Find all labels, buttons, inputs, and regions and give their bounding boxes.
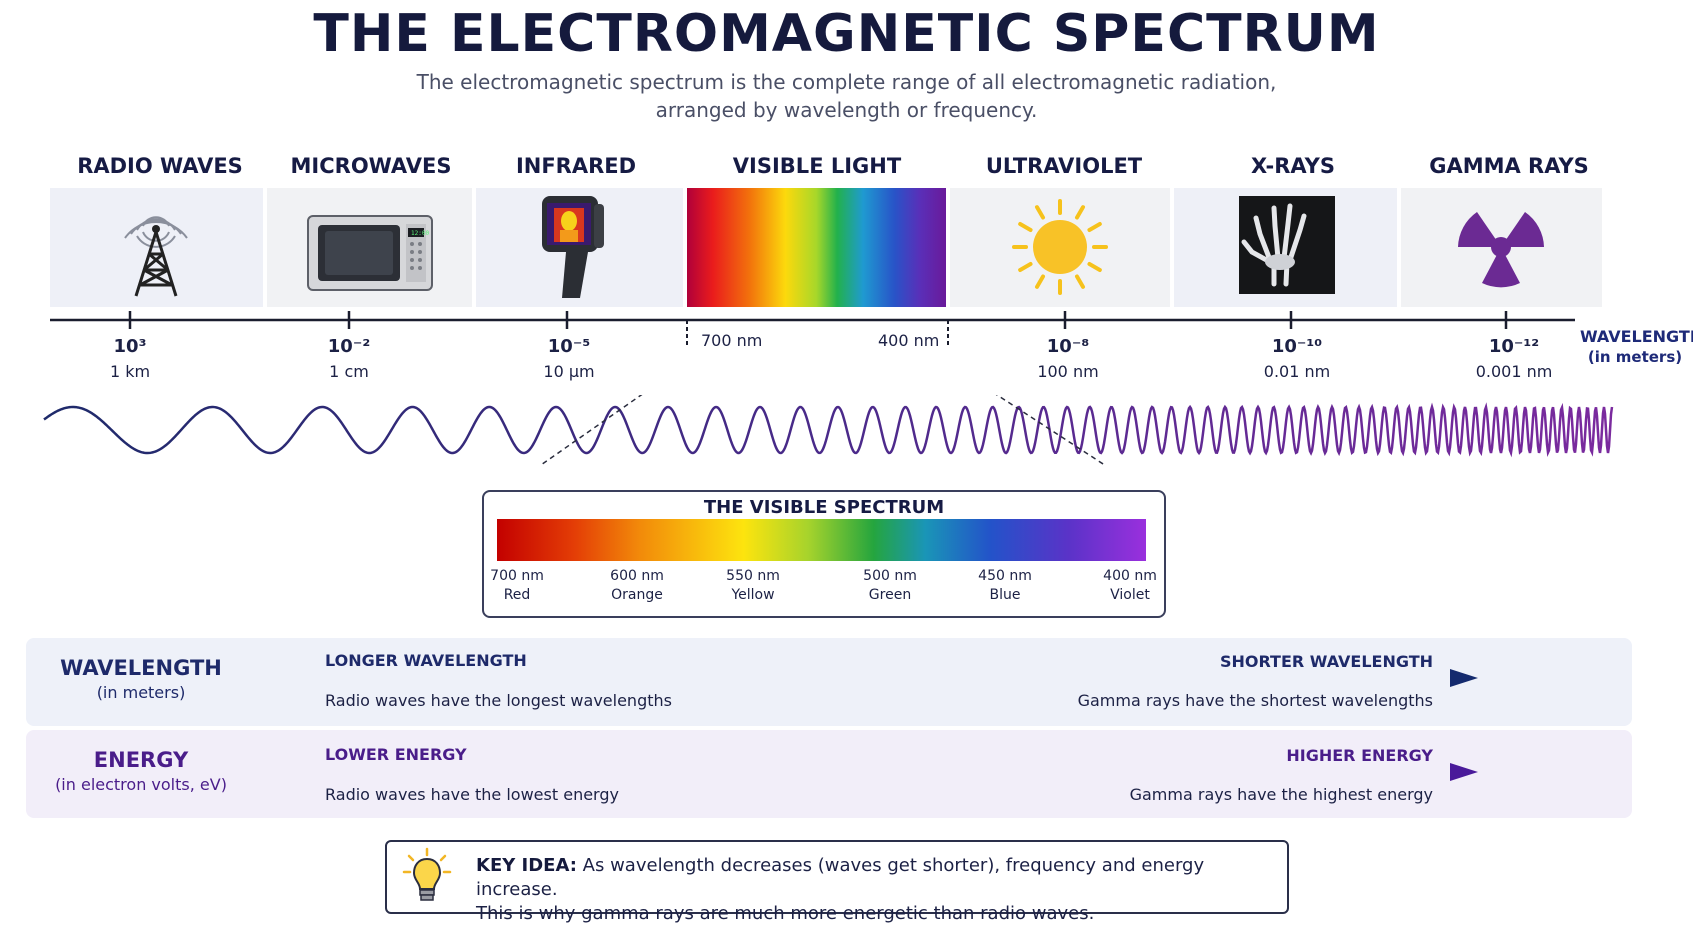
tile-radio	[50, 188, 263, 307]
higher-energy-label: HIGHER ENERGY	[1286, 746, 1433, 765]
subtitle-line-2: arranged by wavelength or frequency.	[655, 98, 1038, 122]
vs-label-orange: 600 nm Orange	[610, 568, 664, 603]
visible-spectrum-gradient	[497, 519, 1146, 561]
band-name-xrays: X-RAYS	[1251, 154, 1335, 178]
wavelength-panel	[26, 638, 1632, 726]
visible-range-start: 700 nm	[701, 331, 763, 350]
longer-wavelength-label: LONGER WAVELENGTH	[325, 651, 527, 670]
subtitle-line-1: The electromagnetic spectrum is the comp…	[416, 70, 1277, 94]
tick-sub-microwaves: 1 cm	[329, 362, 369, 381]
lightbulb-icon	[402, 847, 452, 901]
tick-label-xrays: 10⁻¹⁰	[1271, 336, 1323, 357]
sun-icon	[1012, 199, 1108, 295]
visible-range-end: 400 nm	[878, 331, 940, 350]
tick-sub-ultraviolet: 100 nm	[1037, 362, 1099, 381]
tick-sub-infrared: 10 µm	[543, 362, 595, 381]
key-idea-box	[385, 840, 1289, 914]
band-name-ultraviolet: ULTRAVIOLET	[985, 154, 1143, 178]
wave-graphic	[43, 395, 1614, 465]
band-name-gamma: GAMMA RAYS	[1429, 154, 1589, 178]
key-idea-text: KEY IDEA: As wavelength decreases (waves…	[476, 855, 1205, 924]
wavelength-panel-heading: WAVELENGTH (in meters)	[60, 656, 222, 702]
energy-panel-heading: ENERGY (in electron volts, eV)	[55, 748, 227, 794]
tick-label-ultraviolet: 10⁻⁸	[1046, 336, 1090, 357]
lower-energy-label: LOWER ENERGY	[325, 745, 467, 764]
tick-label-infrared: 10⁻⁵	[547, 336, 591, 357]
longer-wavelength-desc: Radio waves have the longest wavelengths	[325, 691, 672, 710]
visible-spectrum-title: THE VISIBLE SPECTRUM	[703, 497, 945, 518]
vs-label-blue: 450 nm Blue	[978, 568, 1032, 603]
tick-sub-xrays: 0.01 nm	[1263, 362, 1331, 381]
shorter-wavelength-label: SHORTER WAVELENGTH	[1219, 652, 1433, 671]
tile-visible-light	[687, 188, 946, 307]
microwave-oven-icon: 12:00	[307, 215, 433, 291]
tick-label-microwaves: 10⁻²	[327, 336, 371, 357]
tile-gamma	[1401, 188, 1602, 307]
lower-energy-desc: Radio waves have the lowest energy	[325, 785, 619, 804]
band-name-visible: VISIBLE LIGHT	[732, 154, 902, 178]
band-name-microwaves: MICROWAVES	[290, 154, 452, 178]
axis-label-sub: (in meters)	[1587, 348, 1683, 366]
band-name-radio: RADIO WAVES	[77, 154, 243, 178]
vs-label-violet: 400 nm Violet	[1103, 568, 1157, 603]
tick-sub-gamma: 0.001 nm	[1475, 362, 1553, 381]
axis-label: WAVELENGTH	[1580, 327, 1693, 346]
tick-sub-radio: 1 km	[109, 362, 151, 381]
tile-ultraviolet	[950, 188, 1170, 307]
vs-label-green: 500 nm Green	[863, 568, 917, 603]
xray-hand-icon	[1239, 196, 1335, 294]
tick-label-radio: 10³	[113, 336, 147, 357]
radio-tower-icon	[124, 216, 188, 297]
energy-arrow	[302, 763, 1478, 781]
shorter-wavelength-desc: Gamma rays have the shortest wavelengths	[1077, 691, 1433, 710]
tile-microwaves: 12:00	[267, 188, 472, 307]
page-title: THE ELECTROMAGNETIC SPECTRUM	[313, 4, 1380, 64]
vs-label-red: 700 nm Red	[490, 568, 544, 603]
key-idea-label: KEY IDEA:	[476, 855, 577, 876]
vs-label-yellow: 550 nm Yellow	[726, 568, 780, 603]
band-name-infrared: INFRARED	[515, 154, 637, 178]
tile-infrared	[476, 188, 683, 307]
higher-energy-desc: Gamma rays have the highest energy	[1129, 785, 1433, 804]
radiation-icon	[1458, 212, 1544, 288]
wavelength-axis	[50, 311, 1575, 348]
thermal-camera-icon	[542, 196, 604, 298]
tile-xrays	[1174, 188, 1397, 307]
tick-label-gamma: 10⁻¹²	[1488, 336, 1540, 357]
svg-text:12:00: 12:00	[411, 230, 429, 237]
wavelength-arrow	[302, 669, 1478, 687]
